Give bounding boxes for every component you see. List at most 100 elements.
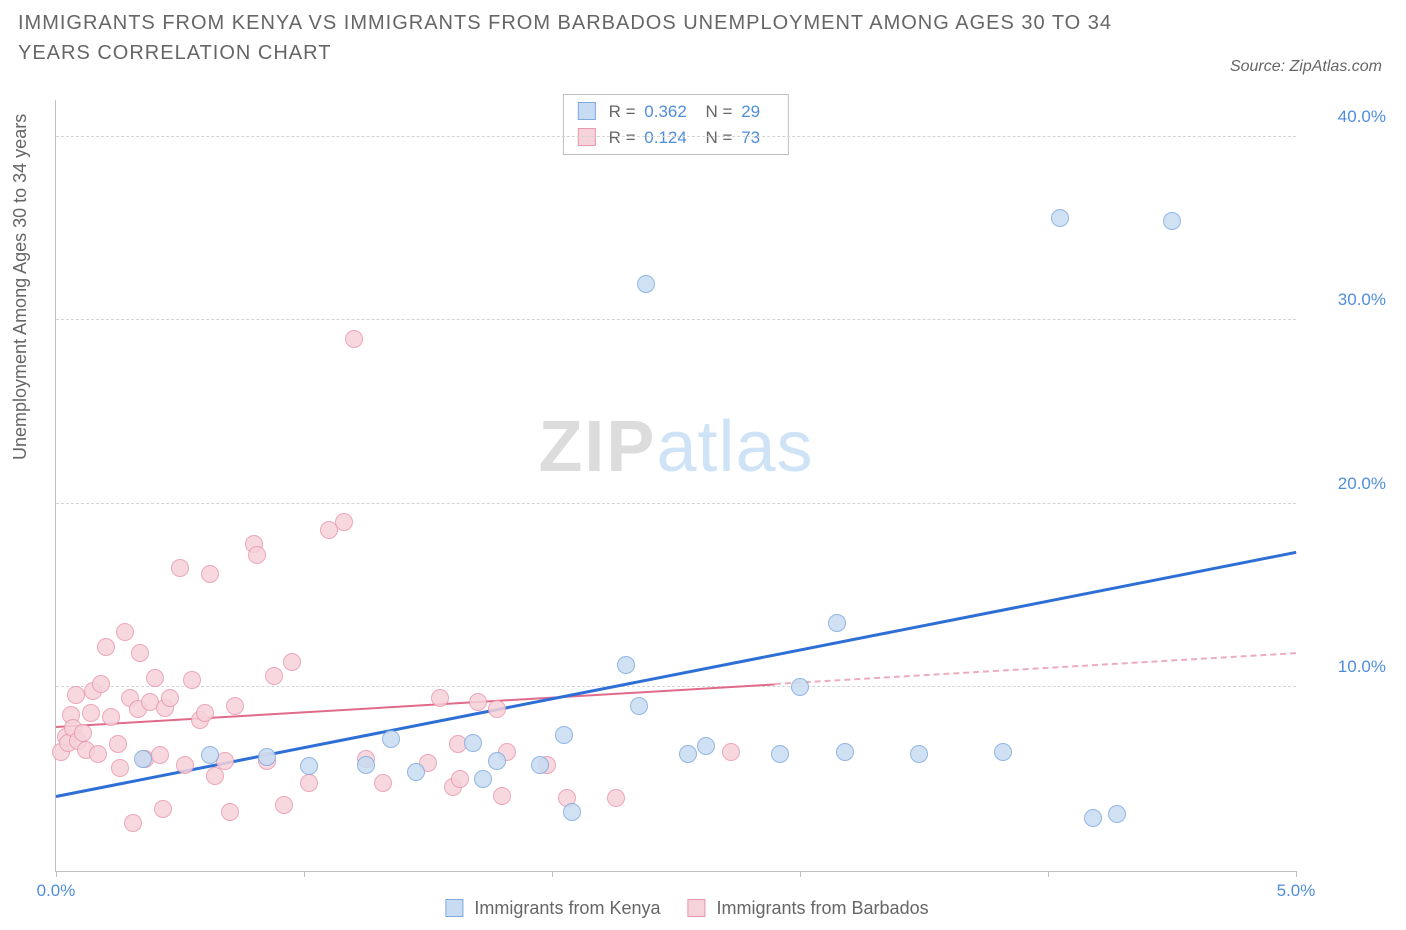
data-point-barbados xyxy=(92,675,110,693)
data-point-barbados xyxy=(74,724,92,742)
source-attribution: Source: ZipAtlas.com xyxy=(1230,58,1382,76)
chart-title: IMMIGRANTS FROM KENYA VS IMMIGRANTS FROM… xyxy=(18,8,1186,68)
data-point-kenya xyxy=(201,746,219,764)
stats-row-kenya: R = 0.362 N = 29 xyxy=(578,99,774,125)
data-point-kenya xyxy=(1084,809,1102,827)
data-point-kenya xyxy=(488,752,506,770)
series-label-barbados: Immigrants from Barbados xyxy=(717,898,929,918)
data-point-kenya xyxy=(357,756,375,774)
data-point-barbados xyxy=(275,796,293,814)
data-point-kenya xyxy=(134,750,152,768)
data-point-barbados xyxy=(248,546,266,564)
plot-area: ZIPatlas R = 0.362 N = 29 R = 0.124 N = … xyxy=(55,100,1296,872)
data-point-barbados xyxy=(196,704,214,722)
data-point-kenya xyxy=(910,745,928,763)
swatch-kenya xyxy=(578,102,596,120)
data-point-kenya xyxy=(791,678,809,696)
data-point-barbados xyxy=(176,756,194,774)
r-value-kenya: 0.362 xyxy=(644,102,687,121)
data-point-kenya xyxy=(697,737,715,755)
data-point-barbados xyxy=(226,697,244,715)
data-point-kenya xyxy=(771,745,789,763)
data-point-kenya xyxy=(836,743,854,761)
data-point-barbados xyxy=(488,700,506,718)
r-label: R = xyxy=(609,128,636,147)
data-point-barbados xyxy=(493,787,511,805)
data-point-kenya xyxy=(464,734,482,752)
data-point-kenya xyxy=(407,763,425,781)
x-tick-label: 0.0% xyxy=(37,881,76,901)
data-point-kenya xyxy=(382,730,400,748)
data-point-kenya xyxy=(258,748,276,766)
data-point-kenya xyxy=(531,756,549,774)
r-label: R = xyxy=(609,102,636,121)
data-point-barbados xyxy=(607,789,625,807)
data-point-barbados xyxy=(89,745,107,763)
data-point-kenya xyxy=(679,745,697,763)
data-point-barbados xyxy=(171,559,189,577)
data-point-barbados xyxy=(146,669,164,687)
data-point-barbados xyxy=(201,565,219,583)
series-label-kenya: Immigrants from Kenya xyxy=(474,898,660,918)
gridline xyxy=(56,686,1296,687)
y-axis-label: Unemployment Among Ages 30 to 34 years xyxy=(10,114,31,460)
data-point-barbados xyxy=(82,704,100,722)
gridline xyxy=(56,136,1296,137)
data-point-barbados xyxy=(102,708,120,726)
chart-root: IMMIGRANTS FROM KENYA VS IMMIGRANTS FROM… xyxy=(0,0,1406,930)
data-point-barbados xyxy=(265,667,283,685)
data-point-kenya xyxy=(630,697,648,715)
watermark: ZIPatlas xyxy=(538,406,813,488)
data-point-barbados xyxy=(345,330,363,348)
x-tick-label: 5.0% xyxy=(1277,881,1316,901)
n-label: N = xyxy=(706,102,733,121)
y-tick-label: 20.0% xyxy=(1306,474,1386,494)
data-point-barbados xyxy=(151,746,169,764)
data-point-barbados xyxy=(335,513,353,531)
x-tick xyxy=(304,871,305,877)
data-point-barbados xyxy=(109,735,127,753)
data-point-kenya xyxy=(617,656,635,674)
stats-legend: R = 0.362 N = 29 R = 0.124 N = 73 xyxy=(563,94,789,155)
gridline xyxy=(56,319,1296,320)
data-point-barbados xyxy=(97,638,115,656)
swatch-barbados xyxy=(688,899,706,917)
data-point-kenya xyxy=(637,275,655,293)
swatch-kenya xyxy=(445,899,463,917)
watermark-atlas: atlas xyxy=(656,407,813,487)
data-point-barbados xyxy=(283,653,301,671)
series-legend: Immigrants from Kenya Immigrants from Ba… xyxy=(423,898,928,919)
watermark-zip: ZIP xyxy=(538,407,656,487)
data-point-kenya xyxy=(555,726,573,744)
n-label: N = xyxy=(706,128,733,147)
gridline xyxy=(56,503,1296,504)
x-tick xyxy=(552,871,553,877)
data-point-barbados xyxy=(183,671,201,689)
data-point-barbados xyxy=(67,686,85,704)
data-point-kenya xyxy=(1108,805,1126,823)
data-point-kenya xyxy=(474,770,492,788)
y-tick-label: 40.0% xyxy=(1306,107,1386,127)
trend-line xyxy=(775,652,1296,685)
data-point-barbados xyxy=(374,774,392,792)
data-point-kenya xyxy=(563,803,581,821)
data-point-kenya xyxy=(1051,209,1069,227)
data-point-barbados xyxy=(722,743,740,761)
data-point-barbados xyxy=(124,814,142,832)
data-point-kenya xyxy=(300,757,318,775)
trend-line xyxy=(56,550,1297,797)
data-point-kenya xyxy=(994,743,1012,761)
data-point-barbados xyxy=(469,693,487,711)
data-point-barbados xyxy=(111,759,129,777)
data-point-kenya xyxy=(828,614,846,632)
stats-row-barbados: R = 0.124 N = 73 xyxy=(578,125,774,151)
y-tick-label: 10.0% xyxy=(1306,657,1386,677)
data-point-kenya xyxy=(1163,212,1181,230)
data-point-barbados xyxy=(221,803,239,821)
data-point-barbados xyxy=(116,623,134,641)
x-tick xyxy=(1296,871,1297,877)
data-point-barbados xyxy=(161,689,179,707)
r-value-barbados: 0.124 xyxy=(644,128,687,147)
x-tick xyxy=(800,871,801,877)
x-tick xyxy=(1048,871,1049,877)
